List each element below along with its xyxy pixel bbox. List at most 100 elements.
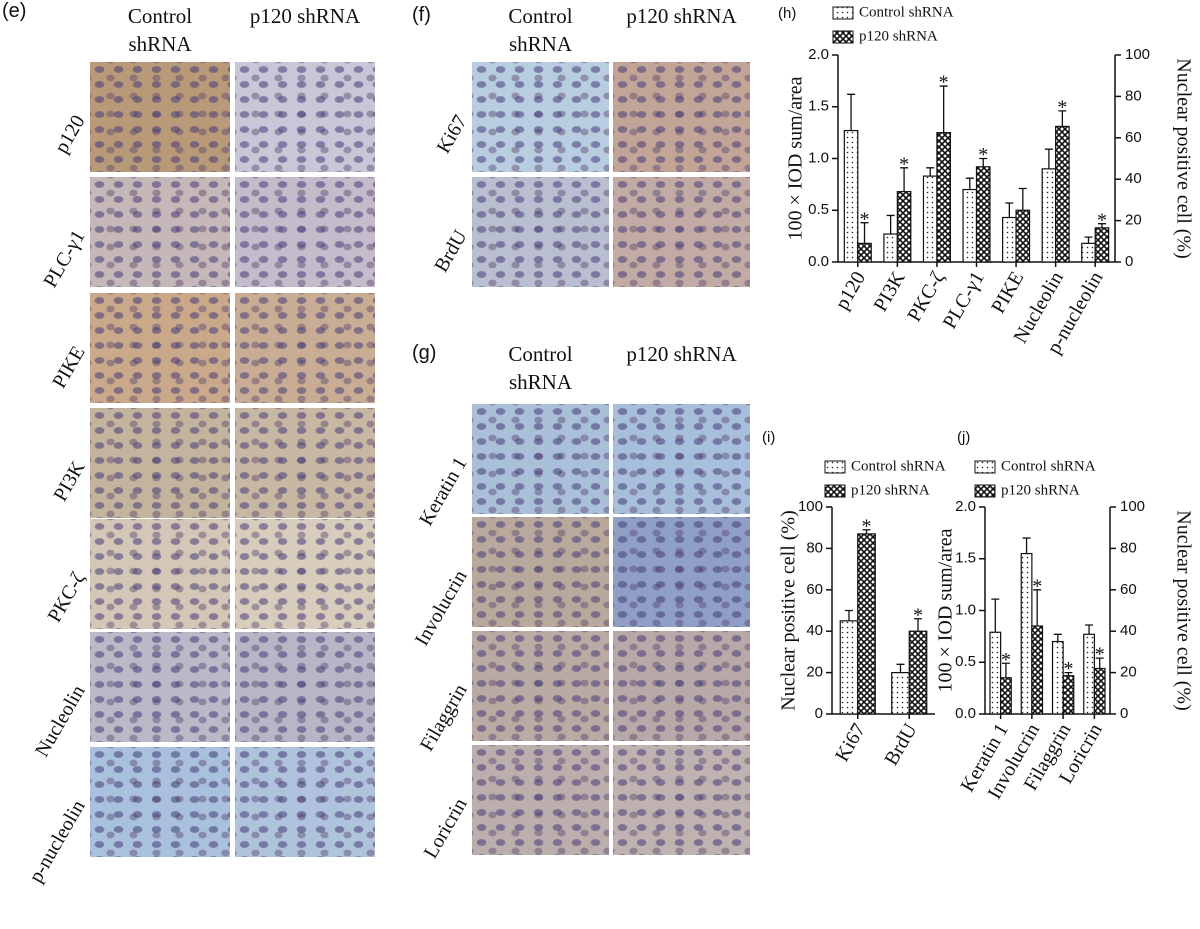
error-bar — [1085, 624, 1094, 635]
column-header: p120 shRNA — [249, 4, 361, 28]
significance-marker: * — [939, 72, 949, 94]
significance-marker: * — [860, 208, 870, 230]
y-tick-label: 80 — [806, 539, 823, 556]
micrograph — [472, 745, 609, 855]
significance-marker: * — [862, 515, 872, 537]
y-tick-label: 100 — [798, 498, 823, 515]
bar — [891, 671, 910, 715]
error-bar — [900, 167, 909, 192]
significance-marker: * — [1097, 209, 1107, 231]
y-tick-label: 0.0 — [808, 253, 829, 270]
error-bar — [1084, 236, 1093, 244]
bar — [1083, 633, 1095, 715]
error-bar — [847, 93, 856, 131]
x-tick-label: p120 — [831, 268, 870, 314]
micrograph — [235, 632, 375, 742]
panel-label: (f) — [412, 4, 431, 26]
y-tick-label: 0.5 — [808, 201, 829, 218]
micrograph — [613, 745, 750, 855]
bar — [857, 242, 872, 263]
legend-label: p120 shRNA — [859, 28, 938, 44]
micrograph — [235, 747, 375, 857]
error-bar — [965, 177, 974, 190]
x-tick-label: Involucrin — [983, 720, 1044, 803]
x-tick-label: PI3K — [869, 267, 909, 315]
error-bar — [939, 85, 948, 133]
y2-tick-label: 0 — [1120, 705, 1128, 722]
error-bar — [1005, 202, 1014, 218]
x-tick-label: Nucleolin — [1009, 268, 1067, 347]
significance-marker: * — [899, 153, 909, 175]
y2-tick-label: 20 — [1125, 212, 1142, 229]
micrograph — [613, 517, 750, 627]
significance-marker: * — [1095, 644, 1105, 666]
row-label: PI3K — [49, 457, 90, 506]
bar — [1081, 242, 1096, 263]
micrograph — [472, 404, 609, 514]
micrograph — [613, 177, 750, 287]
panel-label: (j) — [957, 429, 970, 446]
row-label: p120 — [50, 111, 90, 158]
y2-tick-label: 40 — [1125, 170, 1142, 187]
row-label: Involucrin — [410, 566, 472, 650]
row-label: PLC-γ1 — [39, 226, 90, 292]
y2-axis-label: Nuclear positive cell (%) — [1172, 58, 1194, 258]
y-axis-label: Nuclear positive cell (%) — [778, 510, 800, 710]
legend-label: p120 shRNA — [851, 482, 930, 498]
micrograph — [472, 517, 609, 627]
micrograph — [90, 62, 230, 172]
y-tick-label: 40 — [806, 622, 823, 639]
bar — [1031, 625, 1044, 715]
legend-swatch — [824, 460, 846, 474]
bar — [1000, 677, 1012, 715]
error-bar — [1097, 223, 1106, 228]
micrograph — [472, 631, 609, 741]
row-label: BrdU — [430, 226, 472, 276]
x-tick-label: PIKE — [987, 268, 1028, 317]
bar — [843, 129, 859, 263]
micrograph — [90, 632, 230, 742]
bar — [839, 620, 859, 715]
micrograph — [90, 519, 230, 629]
y2-tick-label: 80 — [1120, 539, 1137, 556]
error-bar — [1058, 110, 1067, 127]
y2-tick-label: 40 — [1120, 622, 1137, 639]
legend-label: Control shRNA — [1001, 458, 1096, 474]
bar — [989, 631, 1002, 715]
error-bar — [896, 663, 905, 673]
significance-marker: * — [978, 144, 988, 166]
row-label: p-nucleolin — [24, 796, 90, 887]
panel-label: (g) — [412, 342, 437, 364]
micrograph — [613, 62, 750, 172]
y-tick-label: 0 — [815, 705, 823, 722]
micrograph — [235, 62, 375, 172]
row-label: Nucleolin — [31, 681, 90, 761]
significance-marker: * — [1032, 575, 1042, 597]
column-header: p120 shRNA — [626, 342, 737, 366]
column-header: Control shRNA — [508, 4, 573, 56]
row-label: Filaggrin — [415, 680, 472, 756]
x-tick-label: PKC-ζ — [903, 268, 949, 326]
error-bar — [926, 167, 935, 177]
micrograph — [472, 177, 609, 287]
error-bar — [979, 157, 988, 167]
y-tick-label: 20 — [806, 664, 823, 681]
error-bar — [914, 618, 923, 632]
y-tick-label: 0.5 — [955, 653, 976, 670]
x-tick-label: PLC-γ1 — [939, 268, 989, 333]
row-label: Ki67 — [432, 111, 472, 158]
significance-marker: * — [1001, 649, 1011, 671]
y2-tick-label: 100 — [1120, 498, 1145, 515]
row-label: Loricrin — [419, 794, 472, 863]
error-bar — [1044, 148, 1053, 169]
bar — [1094, 227, 1110, 263]
error-bar — [1001, 662, 1010, 678]
x-tick-label: Filaggrin — [1020, 720, 1076, 795]
bar — [975, 166, 991, 263]
bar — [1062, 675, 1075, 715]
micrograph — [90, 747, 230, 857]
error-bar — [1033, 589, 1042, 627]
error-bar — [862, 529, 871, 534]
column-header: p120 shRNA — [626, 4, 737, 28]
significance-marker: * — [913, 604, 923, 626]
